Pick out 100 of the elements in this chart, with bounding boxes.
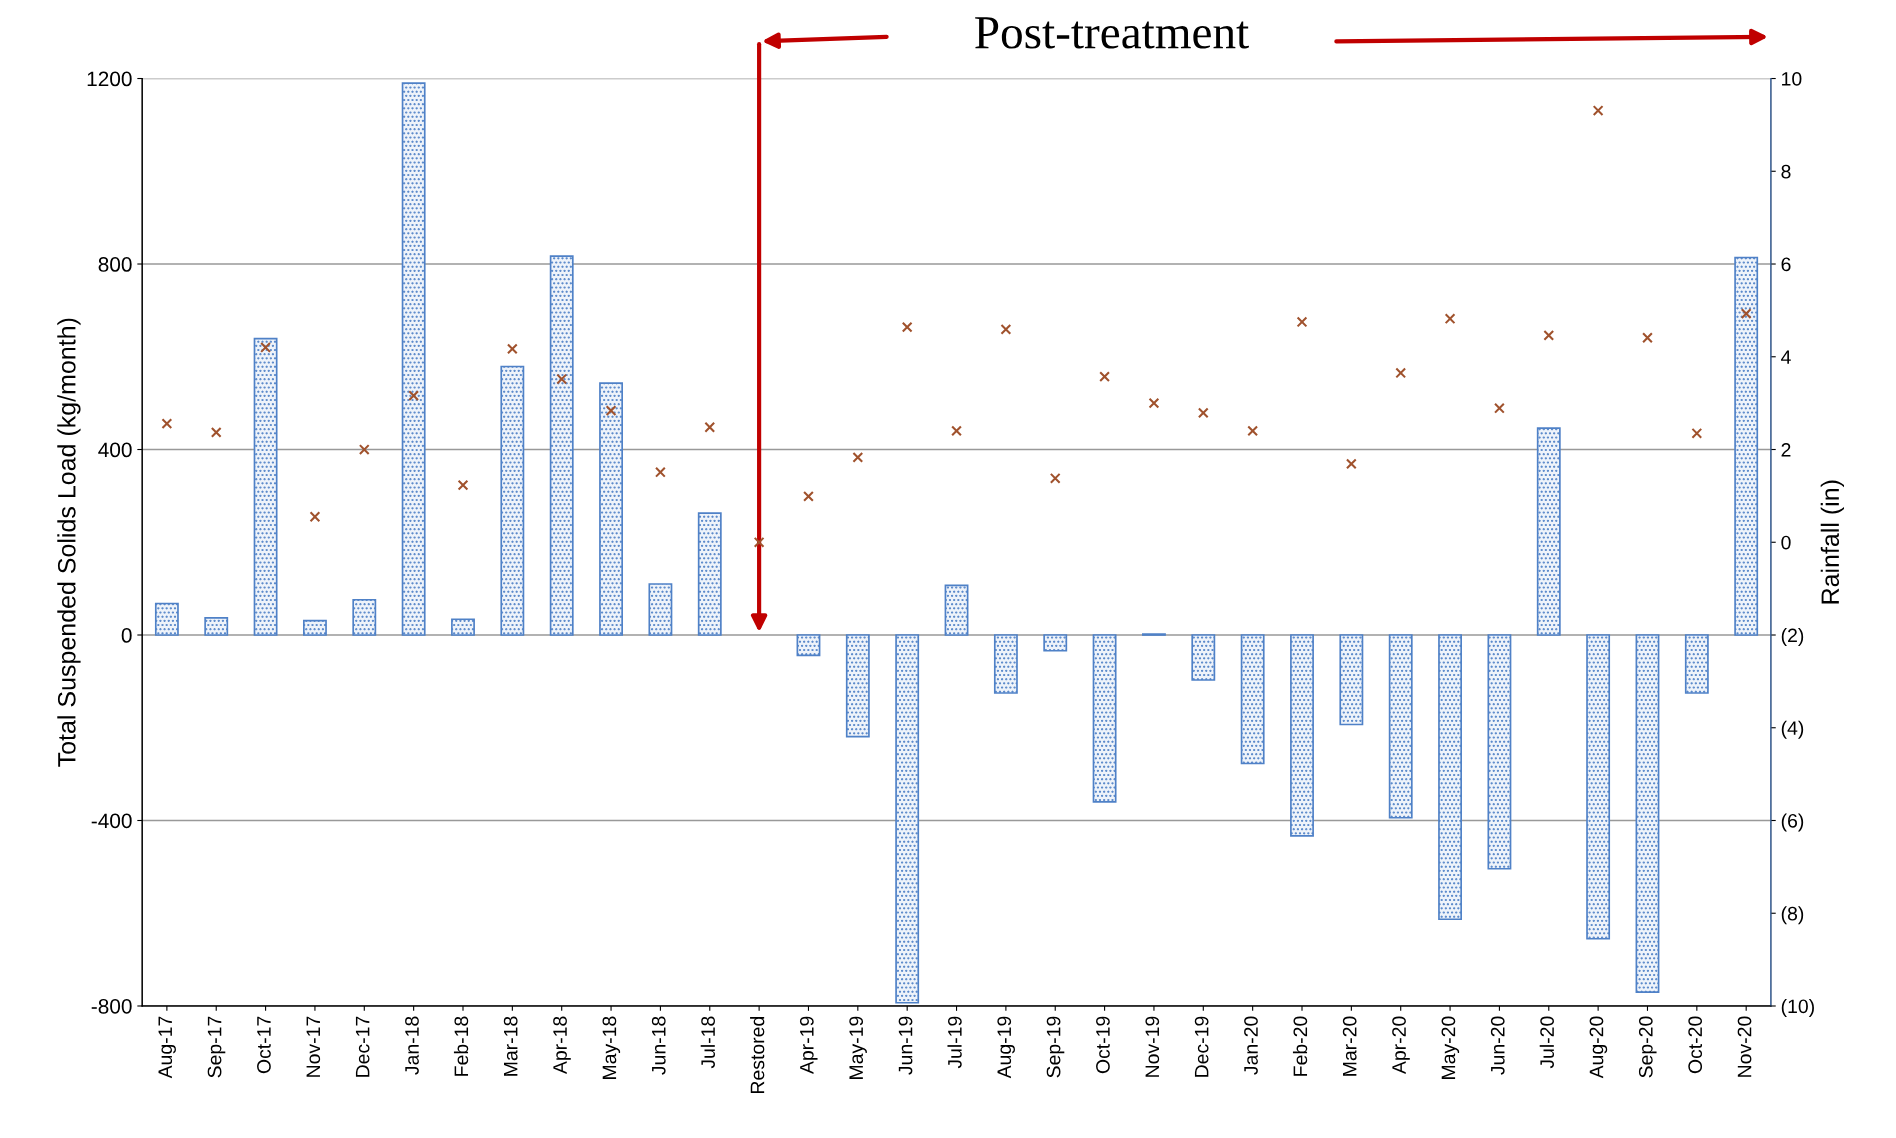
point xyxy=(901,321,913,333)
y2-tick-label: (6) xyxy=(1781,813,1804,832)
x-tick-label: Mar-20 xyxy=(1342,1016,1357,1076)
x-tick-label: Jun-20 xyxy=(1490,1016,1505,1075)
x-tick-label: Jan-20 xyxy=(1244,1016,1258,1075)
bar xyxy=(1536,427,1561,636)
x-tick-label: Nov-17 xyxy=(306,1016,321,1077)
y2-tick-label: 2 xyxy=(1781,442,1791,457)
point xyxy=(309,511,321,523)
x-tick-label: Jul-20 xyxy=(1539,1016,1554,1069)
point xyxy=(1740,308,1752,320)
x-tick-label: Aug-17 xyxy=(158,1016,176,1079)
point xyxy=(556,373,568,385)
x-tick-label: Sep-19 xyxy=(1046,1016,1065,1078)
x-tick-label: Aug-19 xyxy=(997,1016,1015,1079)
bar xyxy=(1290,634,1314,837)
y2-tick-label: (2) xyxy=(1781,627,1804,647)
text: Post-treatment xyxy=(975,17,1249,49)
point xyxy=(1691,427,1703,439)
x-tick-label: Oct-19 xyxy=(1096,1016,1110,1074)
y-tick-label: 1200 xyxy=(87,71,132,87)
x-tick-label: Feb-20 xyxy=(1292,1016,1308,1076)
point xyxy=(1592,105,1604,116)
bar xyxy=(1191,634,1216,681)
point xyxy=(1148,397,1160,409)
point xyxy=(1642,332,1653,344)
x-tick-label: May-19 xyxy=(849,1016,867,1079)
point xyxy=(408,390,420,402)
bar xyxy=(648,583,673,636)
point xyxy=(605,405,617,416)
bar xyxy=(154,602,179,636)
y-tick-label: 400 xyxy=(98,442,132,458)
x-tick-label: May-20 xyxy=(1441,1016,1460,1079)
x-tick-label: Mar-18 xyxy=(503,1016,518,1076)
point xyxy=(161,418,173,429)
x-tick-label: Sep-17 xyxy=(207,1016,226,1078)
bar xyxy=(1734,256,1759,636)
point xyxy=(654,466,666,478)
bar xyxy=(352,598,377,636)
point xyxy=(358,444,370,455)
x-tick-label: Apr-19 xyxy=(799,1016,818,1075)
bar xyxy=(697,512,722,636)
bar xyxy=(451,618,475,636)
y2-tick-label: (10) xyxy=(1781,998,1814,1018)
point xyxy=(704,421,716,433)
bar xyxy=(895,634,920,1004)
x-tick-label: Feb-18 xyxy=(453,1016,469,1076)
point xyxy=(1493,402,1505,414)
y2-tick-label: (8) xyxy=(1781,906,1804,925)
point xyxy=(753,536,765,548)
bar xyxy=(1635,634,1660,993)
point xyxy=(1049,472,1061,484)
x-tick-label: Jun-19 xyxy=(898,1016,913,1075)
y2-tick-label: 8 xyxy=(1781,164,1791,179)
x-tick-label: Nov-19 xyxy=(1145,1016,1160,1077)
bar xyxy=(845,634,870,738)
x-tick-label: Restored xyxy=(750,1016,765,1094)
y-axis-title: Total Suspended Solids Load (kg/month) xyxy=(57,318,81,767)
point xyxy=(1543,330,1555,341)
point xyxy=(852,451,864,463)
bar xyxy=(1043,634,1068,652)
y2-tick-label: 6 xyxy=(1781,257,1791,272)
bar xyxy=(1339,634,1364,726)
bar xyxy=(1388,634,1413,819)
x-tick-label: Oct-17 xyxy=(257,1016,271,1074)
bar xyxy=(204,617,229,636)
y2-axis-title: Rainfall (in) xyxy=(1820,480,1845,604)
x-tick-label: Dec-17 xyxy=(355,1016,370,1077)
y-tick-label: 0 xyxy=(121,628,132,643)
point xyxy=(1296,316,1308,328)
bar xyxy=(549,255,574,636)
point xyxy=(1000,323,1012,335)
bar xyxy=(1438,634,1463,921)
y2-tick-label: 0 xyxy=(1781,535,1791,550)
bar xyxy=(1092,634,1117,803)
x-tick-label: May-18 xyxy=(602,1016,621,1079)
point xyxy=(1345,458,1357,470)
x-tick-label: Jun-18 xyxy=(651,1016,666,1075)
x-tick-label: Nov-20 xyxy=(1737,1016,1752,1077)
bar xyxy=(1684,634,1709,694)
y-tick-label: -800 xyxy=(91,998,132,1014)
bar xyxy=(944,584,969,636)
bar xyxy=(1586,634,1611,940)
y2-tick-label: 10 xyxy=(1782,71,1802,86)
bar xyxy=(500,365,525,636)
x-tick-label: Jan-18 xyxy=(405,1016,419,1075)
x-tick-label: Oct-20 xyxy=(1688,1016,1703,1074)
bar xyxy=(1487,634,1512,870)
bar xyxy=(253,337,278,636)
point xyxy=(210,426,222,438)
x-tick-label: Jul-18 xyxy=(700,1016,715,1069)
point xyxy=(1247,425,1259,437)
x-tick-label: Aug-20 xyxy=(1589,1016,1608,1079)
point xyxy=(260,342,272,353)
x-tick-label: Jul-19 xyxy=(947,1016,962,1069)
bar xyxy=(401,82,426,636)
bar xyxy=(796,634,821,657)
y-tick-label: -400 xyxy=(91,813,132,829)
x-tick-label: Dec-19 xyxy=(1194,1016,1209,1077)
y2-tick-label: 4 xyxy=(1781,350,1791,364)
